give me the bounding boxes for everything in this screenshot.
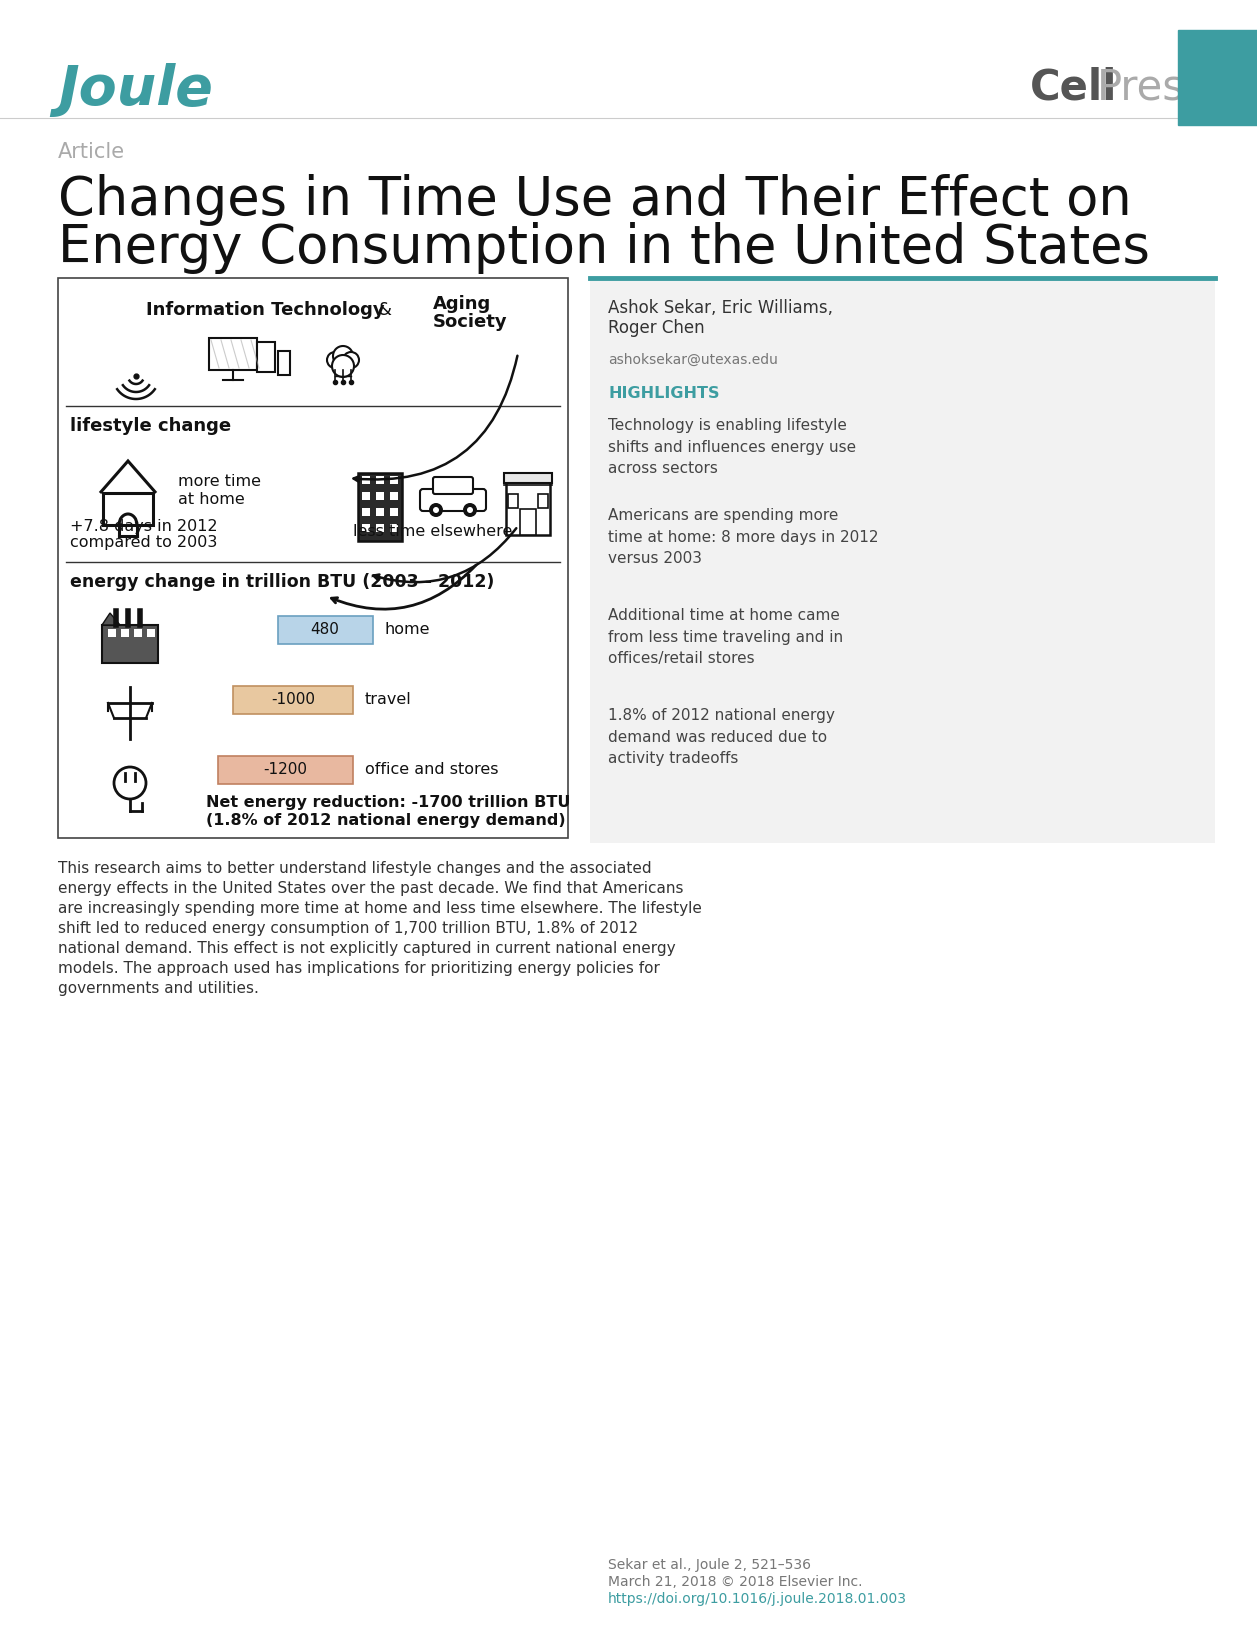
Bar	[233, 685, 353, 715]
Bar	[520, 509, 535, 535]
FancyBboxPatch shape	[432, 477, 473, 494]
Circle shape	[468, 508, 473, 512]
Bar	[278, 351, 290, 375]
Text: &: &	[378, 300, 392, 318]
Text: -1200: -1200	[263, 762, 307, 777]
Text: Sekar et al., Joule 2, 521–536: Sekar et al., Joule 2, 521–536	[608, 1559, 811, 1572]
Text: travel: travel	[365, 692, 412, 708]
Text: Information Technology: Information Technology	[146, 300, 385, 318]
Text: Aging: Aging	[432, 295, 491, 313]
Text: governments and utilities.: governments and utilities.	[58, 981, 259, 996]
Bar	[504, 473, 552, 483]
Text: are increasingly spending more time at home and less time elsewhere. The lifesty: are increasingly spending more time at h…	[58, 901, 701, 916]
Text: +7.8 days in 2012: +7.8 days in 2012	[70, 519, 217, 534]
Bar	[362, 524, 370, 532]
Circle shape	[343, 353, 360, 367]
FancyBboxPatch shape	[420, 490, 486, 511]
Circle shape	[463, 503, 476, 517]
Text: Energy Consumption in the United States: Energy Consumption in the United States	[58, 222, 1150, 274]
Text: national demand. This effect is not explicitly captured in current national ener: national demand. This effect is not expl…	[58, 940, 675, 955]
Text: https://doi.org/10.1016/j.joule.2018.01.003: https://doi.org/10.1016/j.joule.2018.01.…	[608, 1591, 908, 1606]
Bar	[102, 625, 158, 663]
Bar	[121, 628, 129, 636]
FancyBboxPatch shape	[58, 277, 568, 837]
Bar	[390, 508, 398, 516]
Text: 480: 480	[310, 622, 339, 638]
Text: Press: Press	[1097, 67, 1207, 109]
Text: This research aims to better understand lifestyle changes and the associated: This research aims to better understand …	[58, 860, 651, 875]
Text: shift led to reduced energy consumption of 1,700 trillion BTU, 1.8% of 2012: shift led to reduced energy consumption …	[58, 920, 639, 935]
Text: Joule: Joule	[58, 64, 212, 118]
Bar	[376, 491, 383, 499]
Text: -1000: -1000	[272, 692, 316, 708]
Text: HIGHLIGHTS: HIGHLIGHTS	[608, 385, 719, 400]
Text: Society: Society	[432, 313, 508, 331]
Bar	[376, 508, 383, 516]
Bar	[390, 524, 398, 532]
Circle shape	[429, 503, 442, 517]
Text: at home: at home	[178, 491, 245, 506]
Bar	[362, 491, 370, 499]
Bar	[217, 756, 353, 783]
Text: Cell: Cell	[1029, 67, 1117, 109]
Text: Additional time at home came
from less time traveling and in
offices/retail stor: Additional time at home came from less t…	[608, 609, 843, 666]
Text: Net energy reduction: -1700 trillion BTU: Net energy reduction: -1700 trillion BTU	[206, 795, 571, 809]
Bar	[538, 494, 548, 508]
Text: lifestyle change: lifestyle change	[70, 418, 231, 436]
Bar	[147, 628, 155, 636]
Bar	[362, 508, 370, 516]
Bar	[508, 494, 518, 508]
Polygon shape	[102, 614, 119, 625]
Bar	[103, 493, 153, 526]
Bar	[256, 343, 275, 372]
Bar	[376, 477, 383, 485]
Bar	[358, 473, 402, 540]
Bar	[390, 491, 398, 499]
Text: models. The approach used has implications for prioritizing energy policies for: models. The approach used has implicatio…	[58, 961, 660, 976]
Text: energy change in trillion BTU (2003 - 2012): energy change in trillion BTU (2003 - 20…	[70, 573, 494, 591]
Text: Changes in Time Use and Their Effect on: Changes in Time Use and Their Effect on	[58, 175, 1131, 225]
Text: Article: Article	[58, 142, 126, 162]
Bar	[390, 477, 398, 485]
Text: energy effects in the United States over the past decade. We find that Americans: energy effects in the United States over…	[58, 881, 684, 896]
Text: 1.8% of 2012 national energy
demand was reduced due to
activity tradeoffs: 1.8% of 2012 national energy demand was …	[608, 708, 835, 765]
Text: March 21, 2018 © 2018 Elsevier Inc.: March 21, 2018 © 2018 Elsevier Inc.	[608, 1575, 862, 1590]
Text: more time: more time	[178, 475, 261, 490]
Text: less time elsewhere: less time elsewhere	[353, 524, 513, 539]
Text: home: home	[385, 622, 430, 638]
Bar	[134, 628, 142, 636]
Circle shape	[114, 767, 146, 800]
Bar	[376, 524, 383, 532]
Text: compared to 2003: compared to 2003	[70, 535, 217, 550]
Bar	[209, 338, 256, 370]
Bar	[590, 277, 1216, 844]
Circle shape	[432, 508, 439, 512]
Bar	[278, 615, 373, 645]
Bar	[507, 480, 551, 535]
Text: ashoksekar@utexas.edu: ashoksekar@utexas.edu	[608, 353, 778, 367]
Text: Ashok Sekar, Eric Williams,: Ashok Sekar, Eric Williams,	[608, 299, 833, 317]
Text: (1.8% of 2012 national energy demand): (1.8% of 2012 national energy demand)	[206, 813, 566, 827]
Bar	[362, 477, 370, 485]
Text: Roger Chen: Roger Chen	[608, 318, 705, 336]
Circle shape	[333, 346, 353, 366]
Text: Americans are spending more
time at home: 8 more days in 2012
versus 2003: Americans are spending more time at home…	[608, 508, 879, 566]
Text: office and stores: office and stores	[365, 762, 499, 777]
Text: Technology is enabling lifestyle
shifts and influences energy use
across sectors: Technology is enabling lifestyle shifts …	[608, 418, 856, 477]
Bar	[1178, 29, 1257, 126]
Bar	[108, 628, 116, 636]
Circle shape	[332, 356, 354, 377]
Circle shape	[327, 353, 343, 367]
